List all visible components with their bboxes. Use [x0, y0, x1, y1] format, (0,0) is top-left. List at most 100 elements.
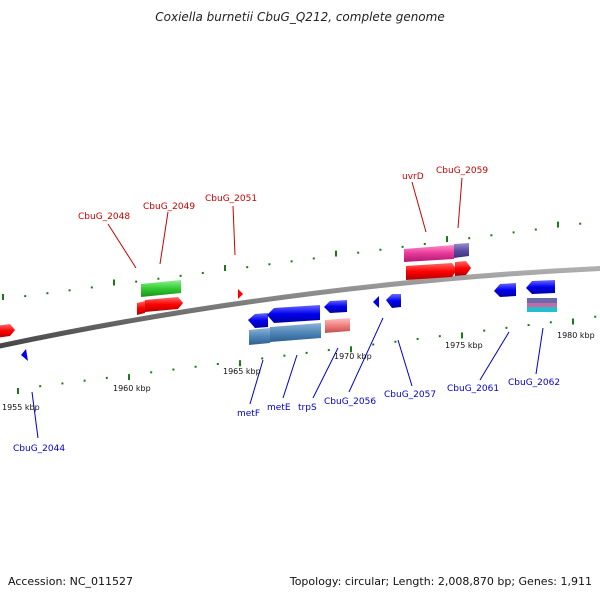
gene-feature[interactable] — [249, 328, 270, 345]
tick-mark — [483, 329, 486, 332]
reverse-strand-ticks — [17, 315, 597, 394]
tick-mark — [216, 362, 219, 365]
scale-label: 1975 kbp — [445, 341, 483, 350]
tick-mark — [61, 382, 64, 385]
gene-label[interactable]: metE — [267, 403, 291, 413]
tick-mark — [505, 326, 508, 329]
tick-mark — [290, 260, 293, 263]
tick-mark — [350, 346, 352, 353]
tick-mark — [224, 265, 226, 272]
callout-lines — [31, 177, 544, 439]
gene-feature[interactable] — [404, 245, 454, 262]
gene-label[interactable]: CbuG_2048 — [78, 212, 130, 222]
gene-feature[interactable] — [248, 313, 268, 328]
tick-mark — [327, 349, 330, 352]
gene-label[interactable]: uvrD — [402, 172, 424, 182]
tick-mark — [394, 340, 397, 343]
tick-mark — [527, 324, 530, 327]
tick-mark — [239, 360, 241, 367]
gene-feature[interactable] — [145, 297, 183, 312]
tick-mark — [150, 371, 153, 374]
tick-mark — [157, 277, 160, 280]
gene-feature[interactable] — [270, 323, 321, 342]
forward-strand-ticks — [2, 221, 582, 300]
gene-feature[interactable] — [386, 294, 401, 308]
tick-mark — [379, 248, 382, 251]
scale-label: 1960 kbp — [113, 384, 151, 393]
tick-mark — [401, 245, 404, 248]
gene-label[interactable]: CbuG_2049 — [143, 202, 195, 212]
scale-label: 1970 kbp — [334, 352, 372, 361]
tick-mark — [468, 237, 471, 240]
tick-mark — [372, 343, 375, 346]
tick-mark — [438, 335, 441, 338]
scale-label: 1955 kbp — [2, 403, 40, 412]
tick-mark — [305, 351, 308, 354]
gene-feature[interactable] — [494, 283, 516, 297]
genome-summary-text: Topology: circular; Length: 2,008,870 bp… — [289, 575, 592, 588]
tick-mark — [312, 257, 315, 260]
gene-feature[interactable] — [267, 305, 320, 323]
tick-mark — [172, 368, 175, 371]
tick-mark — [261, 357, 264, 360]
tick-mark — [490, 234, 493, 237]
gene-feature[interactable] — [527, 298, 557, 303]
gene-label[interactable]: CbuG_2061 — [447, 384, 499, 394]
gene-label[interactable]: CbuG_2062 — [508, 378, 560, 388]
reverse-gene-labels: CbuG_2044 metF metE trpS CbuG_2056 CbuG_… — [13, 378, 560, 454]
tick-mark — [534, 228, 537, 231]
tick-mark — [268, 263, 271, 266]
gene-feature[interactable] — [373, 296, 379, 308]
tick-mark — [594, 315, 597, 318]
gene-feature[interactable] — [0, 324, 15, 338]
scale-labels: 1955 kbp 1960 kbp 1965 kbp 1970 kbp 1975… — [2, 331, 595, 412]
tick-mark — [24, 295, 27, 298]
gene-feature[interactable] — [238, 289, 243, 299]
tick-mark — [357, 251, 360, 254]
tick-mark — [549, 321, 552, 324]
tick-mark — [416, 337, 419, 340]
gene-label[interactable]: CbuG_2051 — [205, 194, 257, 204]
gene-feature[interactable] — [141, 280, 181, 297]
gene-label[interactable]: CbuG_2059 — [436, 166, 488, 176]
gene-label[interactable]: metF — [237, 409, 260, 419]
gene-feature[interactable] — [21, 349, 28, 361]
tick-mark — [201, 271, 204, 274]
tick-mark — [579, 222, 582, 225]
gene-label[interactable]: CbuG_2056 — [324, 397, 376, 407]
scale-label: 1980 kbp — [557, 331, 595, 340]
gene-feature[interactable] — [454, 243, 469, 258]
tick-mark — [194, 365, 197, 368]
tick-mark — [17, 388, 19, 394]
gene-feature[interactable] — [527, 303, 557, 307]
gene-feature[interactable] — [527, 307, 557, 312]
gene-feature[interactable] — [455, 261, 471, 276]
gene-label[interactable]: CbuG_2057 — [384, 390, 436, 400]
genome-backbone — [0, 265, 600, 349]
reverse-genes — [21, 280, 557, 361]
scale-label: 1965 kbp — [223, 367, 261, 376]
tick-mark — [461, 332, 463, 339]
tick-mark — [105, 376, 108, 379]
gene-feature[interactable] — [406, 263, 457, 280]
tick-mark — [335, 250, 337, 257]
gene-label[interactable]: CbuG_2044 — [13, 444, 65, 454]
gene-feature[interactable] — [324, 300, 347, 313]
tick-mark — [423, 242, 426, 245]
gene-label[interactable]: trpS — [298, 403, 317, 413]
tick-mark — [135, 280, 138, 283]
tick-mark — [246, 266, 249, 269]
forward-gene-labels: CbuG_2048 CbuG_2049 CbuG_2051 uvrD CbuG_… — [78, 166, 488, 222]
tick-mark — [2, 294, 4, 300]
tick-mark — [68, 289, 71, 292]
tick-mark — [512, 231, 515, 234]
tick-mark — [179, 274, 182, 277]
tick-mark — [283, 354, 286, 357]
accession-text: Accession: NC_011527 — [8, 575, 134, 588]
gene-feature[interactable] — [325, 318, 350, 333]
gene-feature[interactable] — [137, 301, 145, 315]
gene-feature[interactable] — [526, 280, 555, 294]
forward-genes — [0, 243, 471, 338]
